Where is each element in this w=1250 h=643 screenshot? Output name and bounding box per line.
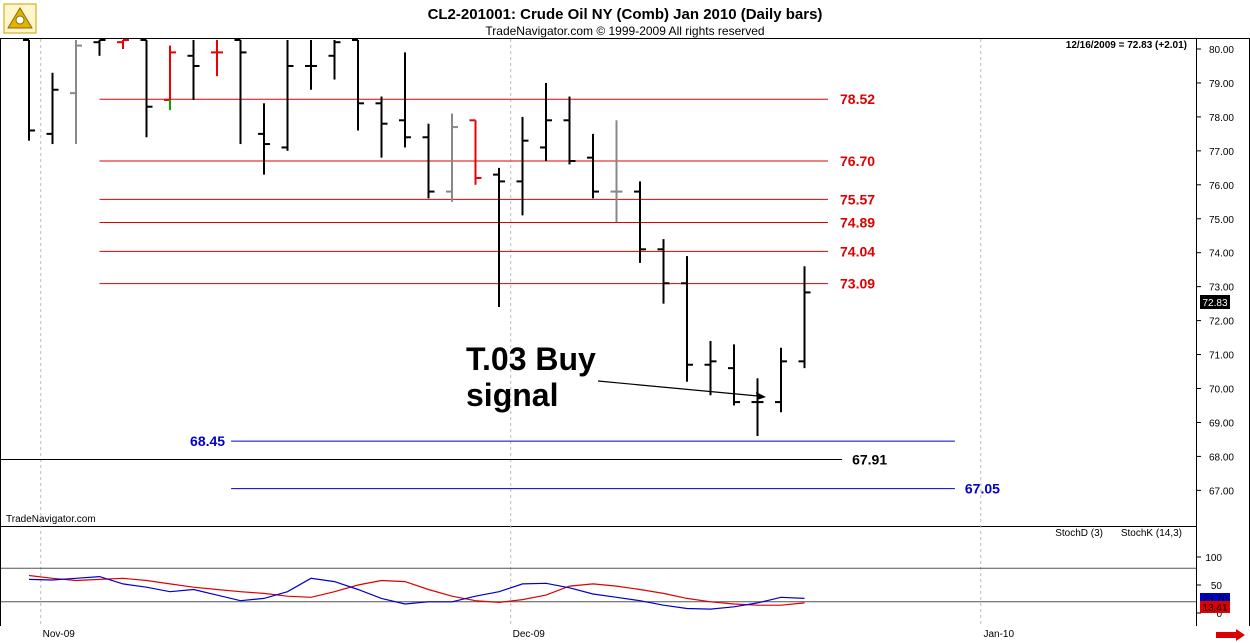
stoch-panel — [0, 526, 1197, 627]
ohlc-bar — [540, 82, 552, 162]
level-label: 74.89 — [840, 214, 875, 230]
ohlc-bar — [704, 340, 717, 396]
title-strip — [0, 0, 1250, 38]
ohlc-bar — [211, 40, 223, 77]
price-axis: 80.00 79.00 78.00 77.00 76.00 75.00 74.00 73.00… — [1196, 45, 1234, 497]
ohlc-bar — [187, 40, 200, 100]
current-price-tag: 72.83 — [1200, 295, 1230, 309]
ohlc-bar — [751, 378, 764, 437]
chart-subtitle: TradeNavigator.com © 1999-2009 All right… — [485, 24, 764, 38]
price-tick-label: 77.00 — [1209, 147, 1234, 158]
stoch-d-tag-value: 13.41 — [1202, 603, 1227, 614]
stoch-tick-label: 50 — [1211, 581, 1223, 592]
ohlc-bar — [399, 52, 411, 148]
ohlc-bar — [516, 116, 529, 216]
price-tick-label: 74.00 — [1209, 249, 1234, 260]
date-axis-strip — [0, 626, 1250, 643]
ohlc-bar — [728, 344, 740, 406]
ohlc-bar — [587, 133, 599, 199]
stoch-k-line — [28, 575, 805, 610]
ohlc-bar — [469, 119, 482, 185]
level-label: 76.70 — [840, 153, 875, 169]
price-tick-label: 75.00 — [1209, 215, 1234, 226]
signal-label-line1: T.03 Buy — [466, 341, 596, 377]
price-tick-label: 78.00 — [1209, 113, 1234, 124]
ohlc-bar — [305, 40, 317, 90]
ohlc-bar — [798, 266, 811, 369]
ohlc-bar — [140, 39, 153, 138]
ohlc-bar — [70, 40, 82, 145]
ohlc-bar — [117, 39, 129, 49]
date-label: Dec-09 — [513, 629, 546, 640]
ohlc-bar — [46, 72, 59, 145]
date-axis: Nov-09 Dec-09 Jan-10 — [43, 629, 1015, 640]
last-quote-readout: 12/16/2009 = 72.83 (+2.01) — [1066, 40, 1187, 51]
stoch-tick-label: 0 — [1216, 609, 1222, 620]
vertical-gridlines — [40, 39, 982, 626]
stoch-k-legend: StochK (14,3) — [1121, 528, 1182, 539]
price-panel — [0, 38, 1197, 527]
signal-label-line2: signal — [466, 377, 558, 413]
ohlc-bar — [493, 167, 505, 308]
price-bars — [23, 39, 811, 437]
level-label: 73.09 — [840, 276, 875, 292]
price-axis-panel — [1196, 38, 1250, 627]
ohlc-bar — [23, 39, 35, 141]
ohlc-bar — [258, 103, 270, 175]
stoch-d-legend: StochD (3) — [1055, 528, 1103, 539]
stoch-d-line — [28, 574, 805, 606]
level-label: 68.45 — [190, 433, 225, 449]
price-tick-label: 76.00 — [1209, 181, 1234, 192]
ohlc-bar — [634, 181, 646, 263]
ohlc-bar — [657, 239, 670, 304]
ohlc-bar — [93, 39, 106, 56]
support-resistance-levels: 78.52 76.70 75.57 74.89 74.04 73.09 68.45 67.91… — [1, 91, 1000, 497]
date-label: Jan-10 — [983, 629, 1014, 640]
ohlc-bar — [446, 113, 458, 202]
ohlc-bar — [681, 256, 693, 382]
price-tick-label: 72.00 — [1209, 317, 1234, 328]
date-label: Nov-09 — [43, 629, 76, 640]
sextant-logo-icon — [3, 3, 37, 34]
level-label: 78.52 — [840, 91, 875, 107]
ohlc-bar — [375, 96, 388, 158]
price-tick-label: 68.00 — [1209, 452, 1234, 463]
stoch-tick-label: 100 — [1205, 553, 1222, 564]
ohlc-bar — [352, 39, 364, 131]
ohlc-bar — [328, 40, 341, 80]
level-label: 67.05 — [965, 481, 1000, 497]
price-tick-label: 67.00 — [1209, 486, 1234, 497]
price-tick-label: 71.00 — [1209, 351, 1234, 362]
ohlc-bar — [610, 120, 623, 223]
price-tick-label: 70.00 — [1209, 385, 1234, 396]
level-label: 67.91 — [852, 451, 887, 467]
ohlc-bar — [234, 39, 247, 145]
price-tick-label: 80.00 — [1209, 45, 1234, 56]
level-label: 74.04 — [840, 243, 875, 259]
stoch-d-tag — [1200, 601, 1230, 613]
signal-arrow — [597, 380, 766, 400]
ohlc-bar — [775, 347, 787, 413]
ohlc-bar — [422, 123, 435, 199]
price-tick-label: 69.00 — [1209, 418, 1234, 429]
stoch-k-tag-value: 23.70 — [1202, 594, 1227, 605]
ohlc-bar — [281, 40, 294, 151]
level-label: 75.57 — [840, 191, 875, 207]
ohlc-bar — [563, 96, 576, 165]
stoch-k-tag — [1200, 593, 1230, 603]
arrow-right-icon[interactable] — [1213, 628, 1247, 641]
current-price-value: 72.83 — [1202, 298, 1227, 309]
price-tick-label: 79.00 — [1209, 79, 1234, 90]
price-tick-label: 73.00 — [1209, 283, 1234, 294]
chart-title: CL2-201001: Crude Oil NY (Comb) Jan 2010… — [428, 6, 823, 23]
watermark-text: TradeNavigator.com — [6, 514, 96, 525]
